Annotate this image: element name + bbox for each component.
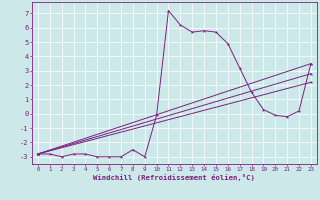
X-axis label: Windchill (Refroidissement éolien,°C): Windchill (Refroidissement éolien,°C) — [93, 174, 255, 181]
